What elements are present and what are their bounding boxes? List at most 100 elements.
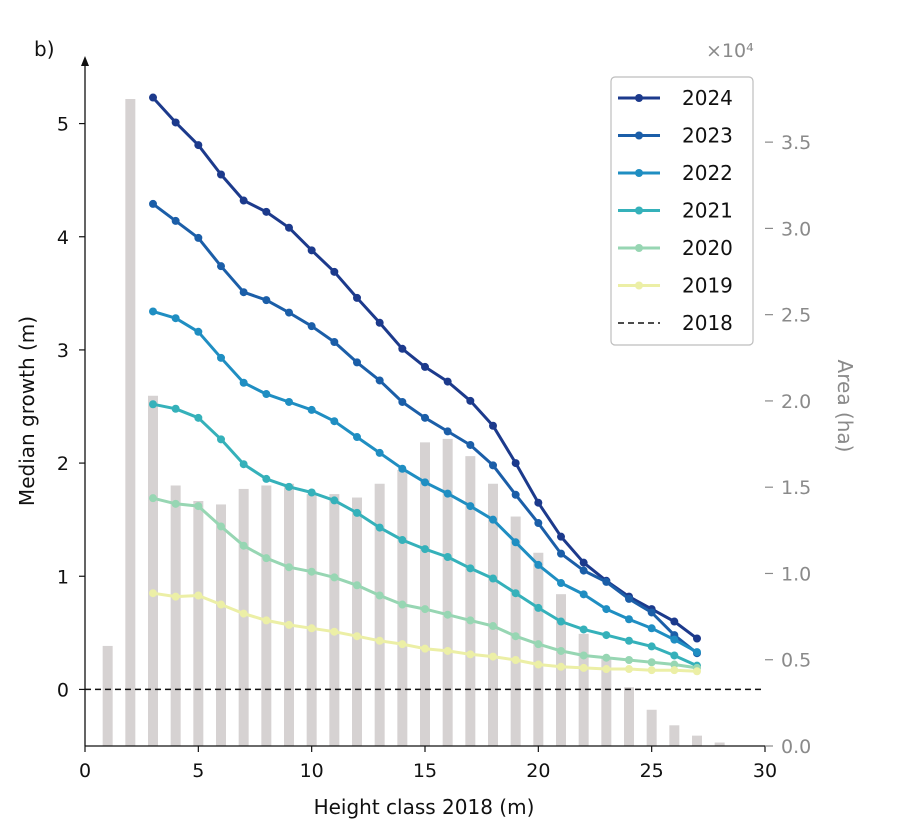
y-tick-label: 2 bbox=[57, 453, 69, 475]
data-point-2020 bbox=[466, 616, 475, 625]
data-point-2019 bbox=[466, 650, 475, 659]
data-point-2023 bbox=[647, 608, 656, 617]
legend-box bbox=[610, 76, 754, 346]
data-point-2020 bbox=[511, 632, 520, 641]
data-point-2022 bbox=[602, 605, 611, 614]
data-point-2022 bbox=[285, 397, 293, 406]
data-point-2019 bbox=[625, 665, 633, 674]
area-bar bbox=[488, 483, 498, 746]
data-point-2023 bbox=[375, 376, 384, 385]
data-point-2022 bbox=[171, 314, 180, 323]
data-point-2020 bbox=[625, 655, 633, 664]
data-point-2021 bbox=[149, 400, 157, 409]
data-point-2024 bbox=[443, 377, 452, 386]
area-bar bbox=[714, 742, 725, 746]
data-point-2020 bbox=[421, 605, 429, 614]
area-bar bbox=[669, 725, 680, 746]
area-bar bbox=[533, 552, 544, 746]
data-point-2019 bbox=[693, 667, 701, 676]
data-point-2023 bbox=[307, 322, 316, 331]
area-bar bbox=[624, 687, 634, 746]
y2-multiplier: ×10⁴ bbox=[706, 40, 754, 62]
data-point-2021 bbox=[489, 574, 497, 583]
data-point-2024 bbox=[466, 396, 475, 405]
data-point-2022 bbox=[557, 579, 565, 588]
data-point-2020 bbox=[353, 581, 361, 590]
y2-tick-label: 3.0 bbox=[781, 218, 811, 240]
y-tick-label: 5 bbox=[57, 114, 69, 136]
y-tick-label: 1 bbox=[57, 566, 69, 588]
data-point-2021 bbox=[670, 651, 679, 660]
data-point-2023 bbox=[602, 577, 611, 586]
data-point-2021 bbox=[262, 474, 271, 483]
data-point-2020 bbox=[285, 563, 293, 572]
data-point-2019 bbox=[149, 589, 157, 598]
data-point-2024 bbox=[217, 170, 225, 179]
data-point-2022 bbox=[398, 464, 407, 473]
y-tick-label: 4 bbox=[57, 227, 69, 249]
y2-tick-label: 2.5 bbox=[781, 305, 811, 327]
data-point-2019 bbox=[285, 620, 293, 629]
data-point-2019 bbox=[647, 666, 656, 675]
legend-label-2023: 2023 bbox=[682, 124, 733, 148]
data-point-2019 bbox=[217, 600, 225, 609]
data-point-2022 bbox=[149, 307, 157, 316]
data-point-2023 bbox=[489, 461, 497, 470]
data-point-2024 bbox=[534, 498, 543, 507]
legend-marker-2024 bbox=[635, 94, 643, 102]
data-point-2020 bbox=[149, 494, 157, 503]
data-point-2019 bbox=[353, 632, 361, 641]
data-point-2022 bbox=[693, 648, 701, 657]
data-point-2019 bbox=[557, 662, 565, 671]
x-tick-label: 20 bbox=[526, 760, 550, 782]
area-bar bbox=[125, 99, 136, 746]
data-point-2023 bbox=[511, 490, 520, 499]
area-bar bbox=[216, 504, 226, 746]
data-point-2019 bbox=[262, 616, 271, 625]
data-point-2024 bbox=[670, 617, 679, 626]
data-point-2019 bbox=[239, 609, 248, 618]
y2-tick-label: 1.0 bbox=[781, 563, 811, 585]
y2-tick-label: 0.5 bbox=[781, 650, 811, 672]
area-bar bbox=[148, 395, 158, 746]
data-point-2022 bbox=[579, 590, 588, 599]
x-tick-label: 15 bbox=[413, 760, 437, 782]
data-point-2024 bbox=[307, 246, 316, 255]
data-point-2019 bbox=[194, 591, 203, 600]
data-point-2019 bbox=[171, 592, 180, 601]
data-point-2021 bbox=[511, 589, 520, 598]
x-tick-label: 0 bbox=[79, 760, 91, 782]
x-tick-label: 10 bbox=[300, 760, 324, 782]
data-point-2023 bbox=[579, 566, 588, 575]
data-point-2024 bbox=[693, 634, 701, 643]
data-point-2020 bbox=[602, 653, 611, 662]
data-point-2022 bbox=[647, 624, 656, 633]
data-point-2019 bbox=[443, 646, 452, 655]
area-bar bbox=[420, 442, 430, 746]
data-point-2023 bbox=[557, 549, 565, 558]
data-point-2021 bbox=[647, 642, 656, 651]
area-bar bbox=[261, 485, 272, 746]
legend-label-2024: 2024 bbox=[682, 86, 733, 110]
y-tick-label: 3 bbox=[57, 340, 69, 362]
legend-marker-2021 bbox=[635, 206, 643, 215]
data-point-2023 bbox=[285, 308, 293, 317]
data-point-2021 bbox=[421, 545, 429, 554]
data-point-2024 bbox=[285, 223, 293, 232]
data-point-2022 bbox=[489, 515, 497, 524]
data-point-2024 bbox=[171, 118, 180, 127]
area-bar bbox=[465, 456, 476, 746]
data-point-2021 bbox=[171, 404, 180, 413]
data-point-2019 bbox=[375, 636, 384, 645]
data-point-2023 bbox=[330, 337, 339, 346]
data-point-2021 bbox=[557, 617, 565, 626]
data-point-2024 bbox=[421, 362, 429, 371]
data-point-2021 bbox=[579, 625, 588, 634]
y2-tick-label: 2.0 bbox=[781, 391, 811, 413]
legend-marker-2023 bbox=[635, 131, 643, 140]
data-point-2019 bbox=[670, 666, 679, 675]
area-bar bbox=[102, 645, 113, 746]
data-point-2019 bbox=[398, 640, 407, 649]
data-point-2022 bbox=[217, 353, 225, 362]
legend-marker-2022 bbox=[635, 169, 643, 177]
